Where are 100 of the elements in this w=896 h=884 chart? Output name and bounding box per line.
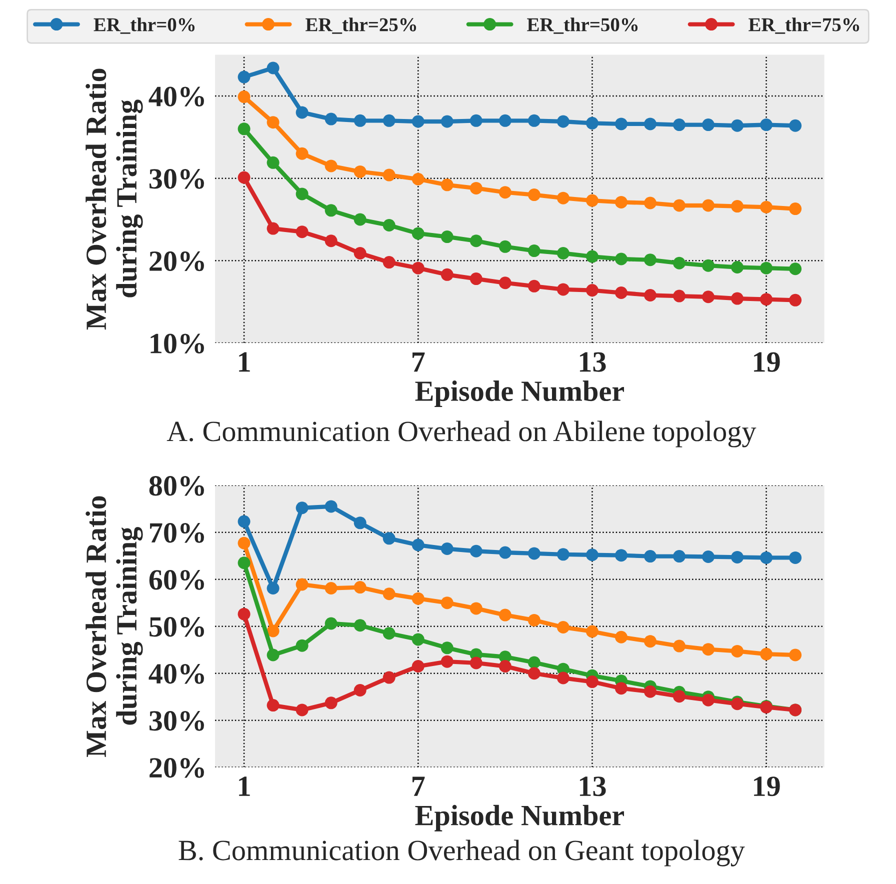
point xyxy=(702,643,715,656)
point xyxy=(789,294,802,306)
point xyxy=(382,588,396,600)
point xyxy=(586,625,598,638)
point xyxy=(614,252,628,266)
point xyxy=(470,182,482,194)
point xyxy=(412,115,424,128)
point xyxy=(238,515,250,528)
point xyxy=(702,290,715,304)
point xyxy=(440,642,454,654)
point xyxy=(382,219,396,232)
point xyxy=(266,62,280,74)
point xyxy=(760,200,773,214)
point xyxy=(556,192,570,204)
point xyxy=(354,516,366,530)
point xyxy=(760,293,773,306)
point xyxy=(731,644,744,658)
point xyxy=(324,234,338,248)
point xyxy=(354,246,366,260)
x-tick-label: 1 xyxy=(239,352,250,372)
point xyxy=(238,536,250,550)
point xyxy=(731,200,744,213)
point xyxy=(702,118,715,132)
x-tick-label: 19 xyxy=(754,352,780,372)
point xyxy=(614,196,628,208)
x-tick-label: 13 xyxy=(580,352,606,372)
point xyxy=(412,538,424,552)
point xyxy=(238,122,250,136)
point xyxy=(296,147,308,160)
point xyxy=(238,608,250,620)
point xyxy=(528,244,540,258)
point xyxy=(440,115,454,128)
point xyxy=(528,547,540,560)
point xyxy=(789,551,802,564)
point xyxy=(266,699,280,712)
point xyxy=(470,656,482,670)
point xyxy=(440,596,454,610)
point xyxy=(614,549,628,562)
point xyxy=(702,550,715,564)
point xyxy=(789,648,802,662)
y-tick-label: 50% xyxy=(150,617,204,637)
point xyxy=(731,292,744,305)
point xyxy=(296,502,308,514)
point xyxy=(266,582,280,594)
point xyxy=(498,240,512,253)
point xyxy=(354,581,366,594)
point xyxy=(324,160,338,172)
point xyxy=(556,246,570,260)
point xyxy=(324,696,338,710)
y-tick-label: 20% xyxy=(150,251,204,272)
point xyxy=(528,188,540,202)
point xyxy=(528,614,540,626)
point xyxy=(498,608,512,622)
point xyxy=(296,226,308,238)
y-tick-label: 30% xyxy=(149,711,204,731)
point xyxy=(614,118,628,130)
point xyxy=(324,112,338,126)
y-axis-title: Max Overhead Ratio during Training xyxy=(86,496,143,758)
point xyxy=(498,186,512,199)
point xyxy=(614,286,628,300)
point xyxy=(586,250,598,263)
point xyxy=(586,548,598,562)
point xyxy=(789,119,802,132)
point xyxy=(354,114,366,127)
point xyxy=(644,635,656,648)
point xyxy=(412,592,424,605)
y-tick-label: 70% xyxy=(150,523,204,543)
x-tick-label: 1 xyxy=(239,776,250,796)
point xyxy=(498,660,512,673)
point xyxy=(731,260,744,274)
point xyxy=(470,114,482,127)
point xyxy=(673,550,686,563)
y-tick-label: 40% xyxy=(148,86,204,106)
point xyxy=(470,272,482,286)
y-tick-label: 40% xyxy=(148,664,204,684)
point xyxy=(673,640,686,652)
point xyxy=(354,213,366,226)
y-tick-label: 20% xyxy=(150,758,204,778)
point xyxy=(382,114,396,127)
y-tick-label: 60% xyxy=(149,570,204,590)
point xyxy=(644,118,656,130)
point xyxy=(673,118,686,132)
point xyxy=(498,114,512,127)
point xyxy=(412,227,424,240)
point xyxy=(354,619,366,632)
y-axis-title: Max Overhead Ratio during Training xyxy=(86,68,143,330)
x-tick-label: 13 xyxy=(580,776,606,796)
point xyxy=(673,199,686,212)
point xyxy=(731,119,744,132)
point xyxy=(789,202,802,216)
point xyxy=(238,70,250,84)
point xyxy=(266,222,280,235)
legend-label: ER_thr=75% xyxy=(748,18,860,34)
text: A. Communication Overhead on Abilene topology xyxy=(166,420,756,448)
legend-label: ER_thr=50% xyxy=(527,18,638,34)
point xyxy=(673,256,686,270)
x-axis-title: Episode Number xyxy=(415,380,624,408)
point xyxy=(440,268,454,281)
point xyxy=(556,115,570,128)
y-tick-label: 10% xyxy=(150,334,204,354)
